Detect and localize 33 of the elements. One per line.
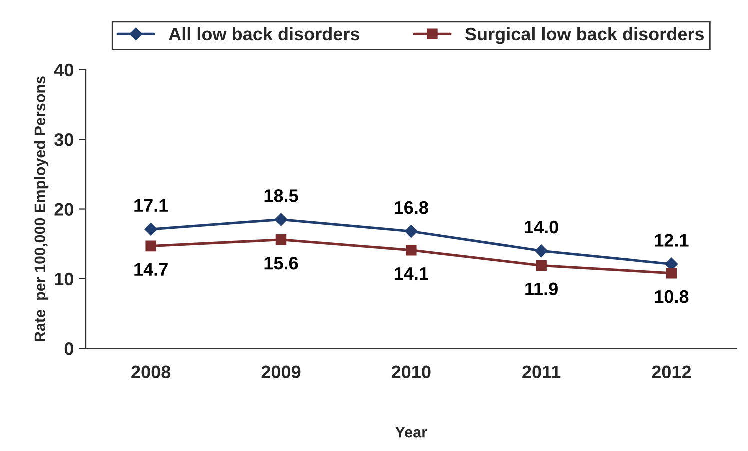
- y-axis-title: Rate per 100,000 Employed Persons: [34, 76, 49, 342]
- point: [404, 225, 418, 238]
- data-label: 12.1: [655, 234, 689, 247]
- point: [536, 260, 547, 272]
- y-tick-label: 30: [54, 134, 74, 146]
- legend-label: Surgical low back disorders: [465, 27, 704, 44]
- point: [666, 268, 678, 279]
- data-label: 14.7: [134, 263, 168, 276]
- legend-label: All low back disorders: [169, 27, 360, 41]
- point: [406, 244, 417, 256]
- x-tick-label: 2012: [652, 366, 692, 379]
- data-label: 14.1: [394, 268, 428, 280]
- y-tick-label: 0: [64, 342, 74, 356]
- data-label: 16.8: [394, 201, 428, 214]
- data-label: 15.6: [264, 256, 298, 270]
- point: [276, 234, 287, 246]
- point: [535, 244, 548, 258]
- x-tick-label: 2010: [392, 366, 431, 379]
- data-label: 18.5: [264, 190, 298, 202]
- y-tick-label: 40: [54, 64, 74, 77]
- point: [144, 223, 158, 236]
- data-label: 11.9: [526, 282, 558, 296]
- x-tick-label: 2011: [522, 366, 561, 379]
- point: [274, 213, 288, 226]
- x-axis-title: Year: [396, 427, 428, 438]
- y-tick-label: 10: [55, 272, 74, 286]
- data-label: 17.1: [134, 199, 168, 212]
- y-tick-label: 20: [54, 203, 74, 216]
- x-tick-label: 2009: [262, 366, 301, 379]
- data-label: 14.0: [525, 220, 558, 234]
- point: [146, 240, 156, 252]
- data-label: 10.8: [655, 290, 689, 304]
- x-tick-label: 2008: [132, 366, 171, 379]
